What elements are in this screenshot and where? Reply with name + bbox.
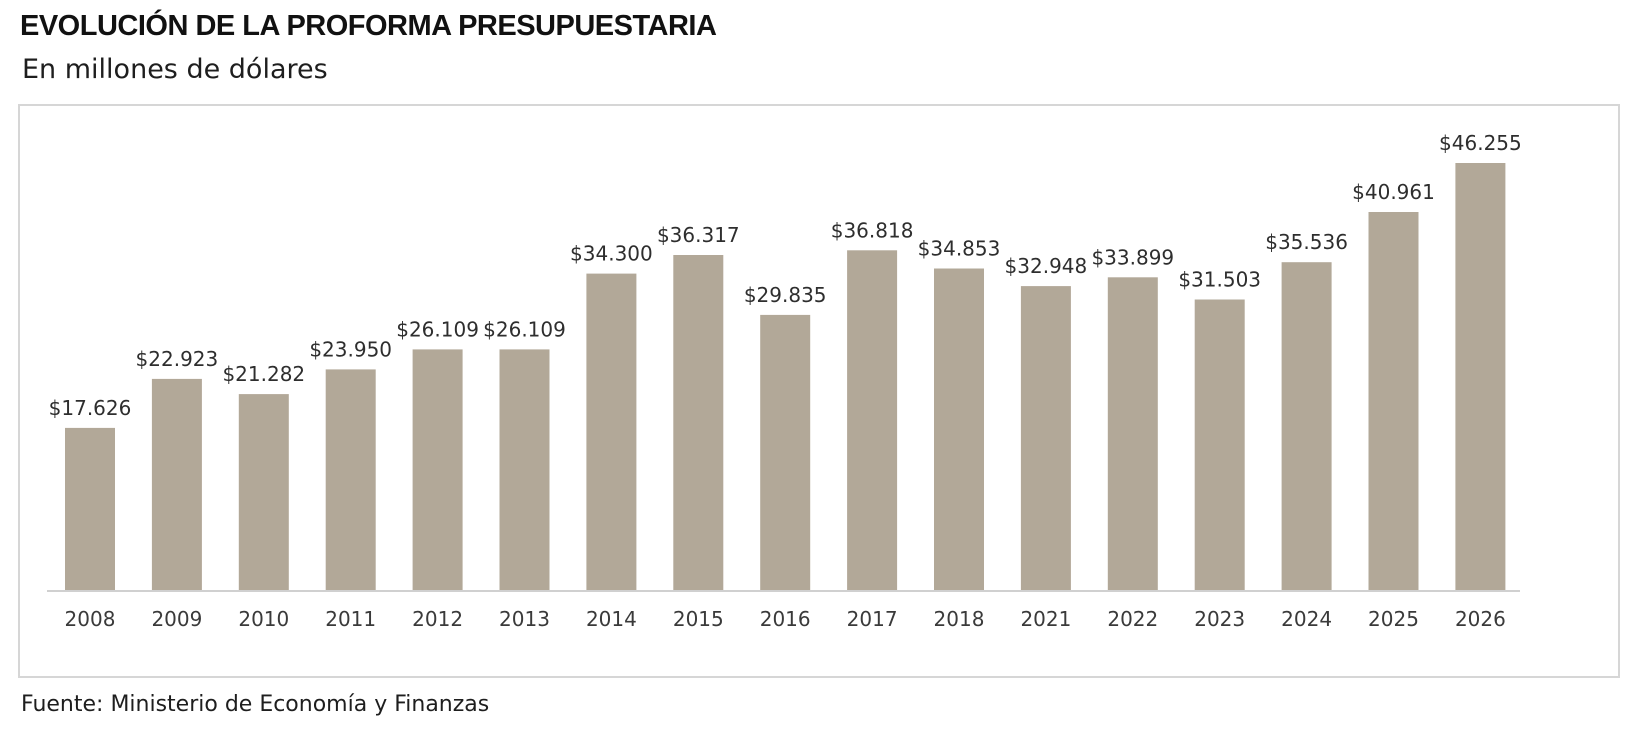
value-label-2017: $36.818: [831, 218, 914, 242]
value-label-2026: $46.255: [1439, 131, 1522, 155]
value-label-2025: $40.961: [1352, 180, 1435, 204]
value-label-2015: $36.317: [657, 223, 740, 247]
x-tick-label-2021: 2021: [1020, 607, 1071, 631]
bar-2010: [238, 394, 289, 591]
x-tick-label-2012: 2012: [412, 607, 463, 631]
value-label-2014: $34.300: [570, 242, 653, 266]
chart-frame: $17.626 $22.923 $21.282 $23.950 $26.109 $26.1…: [18, 104, 1620, 678]
value-label-2024: $35.536: [1265, 230, 1348, 254]
value-label-2008: $17.626: [49, 396, 132, 420]
x-tick-label-2024: 2024: [1281, 607, 1332, 631]
value-label-2016: $29.835: [744, 283, 827, 307]
bar-2009: [151, 378, 202, 591]
bar-chart: $17.626$22.923$21.282$23.950$26.109 $26.1…: [47, 131, 1522, 631]
bar-2026: [1455, 163, 1506, 591]
value-label-2018: $34.853: [918, 237, 1001, 261]
x-tick-label-2009: 2009: [151, 607, 202, 631]
bar-2016: [760, 314, 811, 591]
value-labels-group: $17.626$22.923$21.282$23.950$26.109 $26.1…: [49, 131, 1522, 420]
x-tick-label-2023: 2023: [1194, 607, 1245, 631]
x-tick-label-2014: 2014: [586, 607, 637, 631]
x-tick-label-2015: 2015: [673, 607, 724, 631]
bars-group: [65, 163, 1506, 592]
bar-2014: [586, 273, 637, 591]
bar-2013: [499, 349, 550, 591]
x-tick-label-2008: 2008: [65, 607, 116, 631]
bar-2025: [1368, 212, 1419, 591]
x-tick-label-2025: 2025: [1368, 607, 1419, 631]
bar-2018: [934, 268, 984, 591]
value-label-2009: $22.923: [136, 347, 219, 371]
bar-2023: [1194, 299, 1245, 591]
bar-2021: [1020, 286, 1071, 591]
bar-2022: [1107, 277, 1158, 591]
x-tick-label-2017: 2017: [847, 607, 898, 631]
chart-title: EVOLUCIÓN DE LA PROFORMA PRESUPUESTARIA: [20, 10, 717, 42]
bar-2024: [1281, 262, 1332, 591]
x-tick-label-2016: 2016: [760, 607, 811, 631]
value-label-2023: $31.503: [1178, 268, 1261, 292]
bar-2012: [412, 349, 463, 591]
value-label-2013: $26.109: [483, 317, 566, 341]
value-label-2022: $33.899: [1091, 245, 1174, 269]
value-label-2011: $23.950: [309, 337, 392, 361]
bar-2008: [65, 427, 115, 591]
bar-2015: [673, 255, 724, 591]
x-tick-label-2013: 2013: [499, 607, 550, 631]
x-tick-labels-group: 2008 2009 2010 2011 2012 2013 2014 2015 2016 2017…: [65, 607, 1506, 631]
bar-2017: [847, 250, 898, 592]
x-tick-label-2011: 2011: [325, 607, 376, 631]
value-label-2010: $21.282: [222, 362, 305, 386]
x-tick-label-2022: 2022: [1107, 607, 1158, 631]
value-label-2021: $32.948: [1005, 254, 1088, 278]
value-label-2012: $26.109: [396, 317, 479, 341]
source-note: Fuente: Ministerio de Economía y Finanza…: [21, 692, 490, 717]
bar-2011: [325, 369, 376, 591]
chart-subtitle: En millones de dólares: [22, 54, 328, 85]
x-tick-label-2026: 2026: [1455, 607, 1506, 631]
x-tick-label-2018: 2018: [934, 607, 985, 631]
x-tick-label-2010: 2010: [238, 607, 289, 631]
